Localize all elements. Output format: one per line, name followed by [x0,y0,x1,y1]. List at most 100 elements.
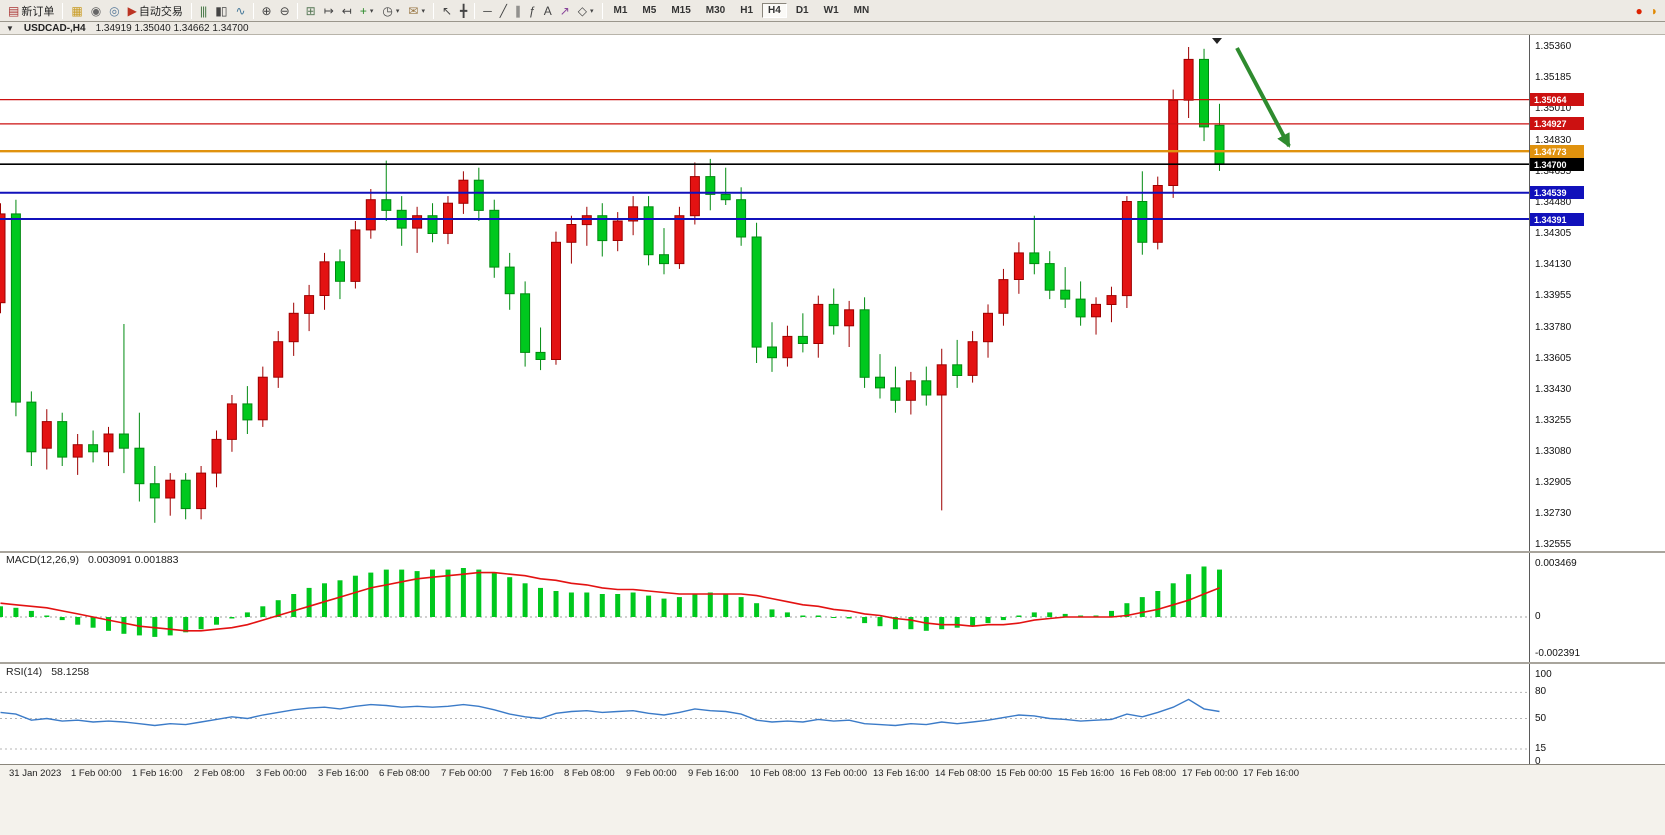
templates-dropdown-icon: ▾ [421,7,425,15]
status-icon: ◗ [1650,3,1658,18]
candle [489,199,500,278]
toolbar-separator [252,2,254,19]
candle [921,366,932,406]
candle [88,430,99,463]
hline-icon[interactable]: ─ [479,4,495,18]
new-order-button[interactable]: ▤ 新订单 [4,2,58,20]
rsi-canvas[interactable] [0,664,1529,764]
macd-histogram-bar [584,592,590,617]
price-axis: 1.35360 1.35185 1.35010 1.34830 1.34655 1.344… [1529,22,1665,767]
macd-indicator-name: MACD(12,26,9) [6,554,79,566]
time-tick: 9 Feb 00:00 [626,768,677,779]
candlestick-chart-icon: ▮▯ [215,3,227,18]
market-watch-icon[interactable]: ◉ [87,4,104,18]
status-icon[interactable]: ◗ [1647,4,1661,18]
rsi-panel-splitter[interactable] [0,662,1665,664]
candle [10,199,21,417]
zoom-out-icon[interactable]: ⊖ [276,4,293,18]
macd-histogram-bar [183,617,189,633]
candle [597,203,608,257]
price-tick: 1.32730 [1535,508,1572,519]
rsi-tick: 15 [1535,743,1547,754]
macd-histogram-bar [692,594,698,617]
candle [967,331,978,383]
macd-panel-splitter[interactable] [0,551,1665,553]
macd-histogram-bar [1124,603,1130,617]
price-badge-1.35064: 1.35064 [1530,93,1584,106]
macd-histogram-bar [599,594,605,617]
chart-titlebar: ▼ USDCAD-,H4 1.34919 1.35040 1.34662 1.3… [0,22,1665,35]
cursor-icon[interactable]: ↖ [438,4,455,18]
macd-histogram-bar [970,617,976,627]
timeframe-m5[interactable]: M5 [642,5,657,16]
macd-histogram-bar [491,572,497,617]
macd-histogram-bar [352,575,358,617]
chart-shift-icon[interactable]: ↤ [338,4,355,18]
rsi-tick: 100 [1535,669,1552,680]
candle [41,409,52,470]
text-icon[interactable]: A [540,4,555,18]
templates-icon: ✉ [408,3,418,18]
channel-icon: ∥ [515,3,521,18]
candle [767,322,777,372]
timeframe-h4[interactable]: H4 [762,3,787,18]
candle [890,366,901,413]
navigator-icon[interactable]: ◎ [105,4,122,18]
chart-collapse-icon[interactable]: ▼ [6,23,14,33]
time-tick: 13 Feb 16:00 [873,768,929,779]
timeframe-m30[interactable]: M30 [705,5,726,16]
channel-icon[interactable]: ∥ [511,4,524,18]
arrows-icon[interactable]: ↗ [556,4,573,18]
line-chart-icon: ∿ [235,3,245,18]
price-tick: 1.35010 [1535,103,1572,114]
price-chart-canvas[interactable] [0,35,1529,551]
time-tick: 17 Feb 00:00 [1182,768,1238,779]
news-alert-icon[interactable]: ● [1632,4,1646,18]
market-watch-icon: ◉ [90,3,102,18]
timeframe-h1[interactable]: H1 [740,5,754,16]
macd-histogram-bar [244,612,250,617]
timeframe-w1[interactable]: W1 [823,5,839,16]
price-badge-1.34700: 1.34700 [1530,158,1584,171]
candle [797,313,808,353]
crosshair-icon[interactable]: ╋ [456,4,470,18]
trendline-icon[interactable]: ╱ [496,4,510,18]
timeframe-m1[interactable]: M1 [613,5,628,16]
auto-scroll-icon[interactable]: ↦ [320,4,337,18]
indicators-icon[interactable]: + ▾ [356,4,378,18]
trend-arrow-annotation[interactable] [1235,47,1291,148]
candle [57,412,68,466]
macd-histogram-bar [707,592,713,617]
candlestick-chart-icon[interactable]: ▮▯ [211,4,230,18]
macd-histogram-bar [676,597,682,617]
autotrade-button[interactable]: ▶ 自动交易 [124,2,187,20]
fibonacci-icon[interactable]: ƒ [525,4,539,18]
templates-icon[interactable]: ✉ ▾ [404,4,429,18]
zoom-in-icon[interactable]: ⊕ [258,4,275,18]
shapes-icon[interactable]: ◇ ▾ [574,4,598,18]
bar-chart-icon: ||| [199,3,207,18]
trendline-icon: ╱ [499,3,507,18]
timeframe-mn[interactable]: MN [853,5,870,16]
tile-windows-icon[interactable]: ⊞ [302,4,319,18]
bar-chart-icon[interactable]: ||| [196,4,210,18]
macd-histogram-bar [908,617,914,630]
profiles-icon[interactable]: ▦ [67,4,85,18]
candle [936,348,947,511]
line-chart-icon[interactable]: ∿ [231,4,248,18]
price-badge-1.34539: 1.34539 [1530,186,1584,199]
macd-histogram-bar [553,591,559,617]
candle [134,412,145,502]
macd-histogram-bar [1170,583,1176,617]
periods-icon[interactable]: ◷ ▾ [378,4,403,18]
candle [365,189,376,239]
timeframe-m15[interactable]: M15 [671,5,691,16]
macd-histogram-bar [75,617,81,625]
macd-histogram-bar [1155,591,1161,617]
candle [1199,48,1209,142]
chart-shift-marker[interactable] [1212,38,1222,44]
candle [659,228,669,275]
price-badge-1.34927: 1.34927 [1530,117,1584,130]
macd-canvas[interactable] [0,553,1529,662]
timeframe-d1[interactable]: D1 [795,5,809,16]
